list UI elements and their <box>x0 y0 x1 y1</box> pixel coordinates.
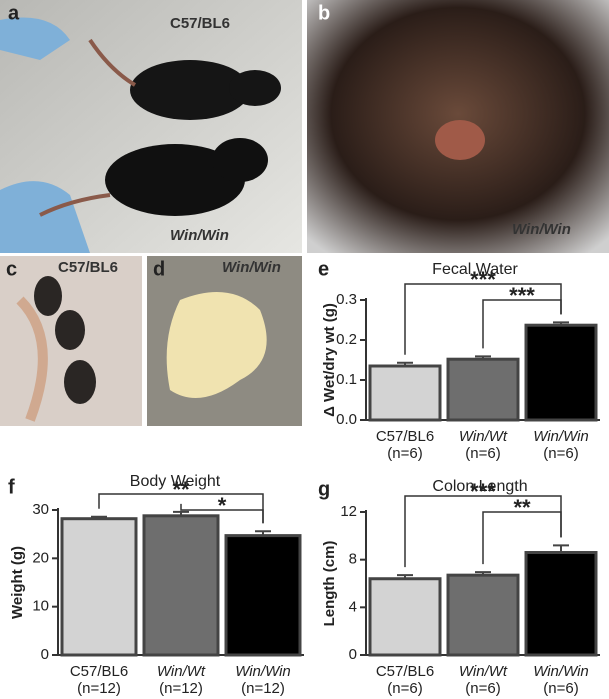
significance-bracket <box>180 503 264 524</box>
photo-d: d Win/Win <box>147 256 302 426</box>
x-tick-label: Win/Wt <box>459 663 508 680</box>
chart-title: Fecal Water <box>432 261 518 278</box>
error-bar <box>397 574 413 579</box>
x-tick-label: Win/Wt <box>459 428 508 445</box>
x-tick-sublabel: (n=6) <box>465 680 500 697</box>
significance-bracket <box>482 299 562 349</box>
y-tick-label: 30 <box>32 501 49 518</box>
significance-label: ** <box>172 477 190 502</box>
x-tick-label: C57/BL6 <box>70 663 128 680</box>
bar <box>446 573 520 657</box>
y-axis-label: Δ Wet/dry wt (g) <box>321 303 338 417</box>
y-axis-label: Length (cm) <box>321 541 338 627</box>
y-tick-label: 12 <box>340 503 357 520</box>
y-tick-label: 0 <box>349 646 357 663</box>
x-tick-sublabel: (n=6) <box>543 680 578 697</box>
photo-caption: Win/Win <box>512 221 571 238</box>
significance-bracket <box>98 493 264 524</box>
y-tick-label: 10 <box>32 598 49 615</box>
y-tick-label: 20 <box>32 549 49 566</box>
y-tick-label: 8 <box>349 551 357 568</box>
photo-caption: C57/BL6 <box>170 15 230 32</box>
panel-label: e <box>318 258 329 280</box>
error-bar <box>255 530 271 536</box>
photo-caption: Win/Win <box>170 227 229 244</box>
photo-b: b Win/Win <box>307 0 609 253</box>
significance-bracket <box>482 511 562 565</box>
x-tick-label: Win/Win <box>235 663 291 680</box>
bar <box>524 323 598 422</box>
significance-label: *** <box>470 267 496 292</box>
x-tick-sublabel: (n=12) <box>77 680 121 697</box>
significance-label: * <box>218 493 227 518</box>
x-tick-label: C57/BL6 <box>376 428 434 445</box>
bar <box>446 357 520 422</box>
panel-label: b <box>318 2 330 24</box>
photo-c: c C57/BL6 <box>0 256 142 426</box>
panel-label: c <box>6 258 17 280</box>
bar <box>524 551 598 657</box>
error-bar <box>553 544 569 553</box>
y-tick-label: 0.0 <box>336 411 357 428</box>
significance-label: ** <box>513 495 531 520</box>
y-axis-label: Weight (g) <box>9 546 26 619</box>
x-tick-sublabel: (n=6) <box>387 680 422 697</box>
x-tick-sublabel: (n=6) <box>543 445 578 462</box>
significance-label: *** <box>509 283 535 308</box>
y-tick-label: 4 <box>349 598 357 615</box>
x-tick-sublabel: (n=12) <box>241 680 285 697</box>
error-bar <box>397 361 413 366</box>
x-tick-label: Win/Win <box>533 428 589 445</box>
bar <box>60 517 138 657</box>
y-tick-label: 0.2 <box>336 331 357 348</box>
photo-caption: Win/Win <box>222 259 281 276</box>
panel-label: d <box>153 258 165 280</box>
chart-title: Body Weight <box>130 473 221 490</box>
x-tick-label: C57/BL6 <box>376 663 434 680</box>
significance-bracket <box>404 283 562 355</box>
bar <box>368 577 442 657</box>
x-tick-sublabel: (n=6) <box>465 445 500 462</box>
x-tick-sublabel: (n=12) <box>159 680 203 697</box>
error-bar <box>173 510 189 516</box>
error-bar <box>553 321 569 326</box>
panel-label: a <box>8 2 20 24</box>
bar <box>368 364 442 422</box>
significance-label: *** <box>470 479 496 504</box>
chart-title: Colon Length <box>432 478 527 495</box>
panel-label: g <box>318 478 330 500</box>
y-tick-label: 0 <box>41 646 49 663</box>
x-tick-label: Win/Wt <box>157 663 206 680</box>
bar <box>224 534 302 657</box>
error-bar <box>475 571 491 576</box>
y-tick-label: 0.3 <box>336 291 357 308</box>
photo-caption: C57/BL6 <box>58 259 118 276</box>
panel-label: f <box>8 476 15 498</box>
error-bar <box>475 355 491 360</box>
x-tick-sublabel: (n=6) <box>387 445 422 462</box>
bar <box>142 514 220 657</box>
x-tick-label: Win/Win <box>533 663 589 680</box>
y-tick-label: 0.1 <box>336 371 357 388</box>
error-bar <box>91 515 107 519</box>
photo-a: a C57/BL6 Win/Win <box>0 0 302 253</box>
